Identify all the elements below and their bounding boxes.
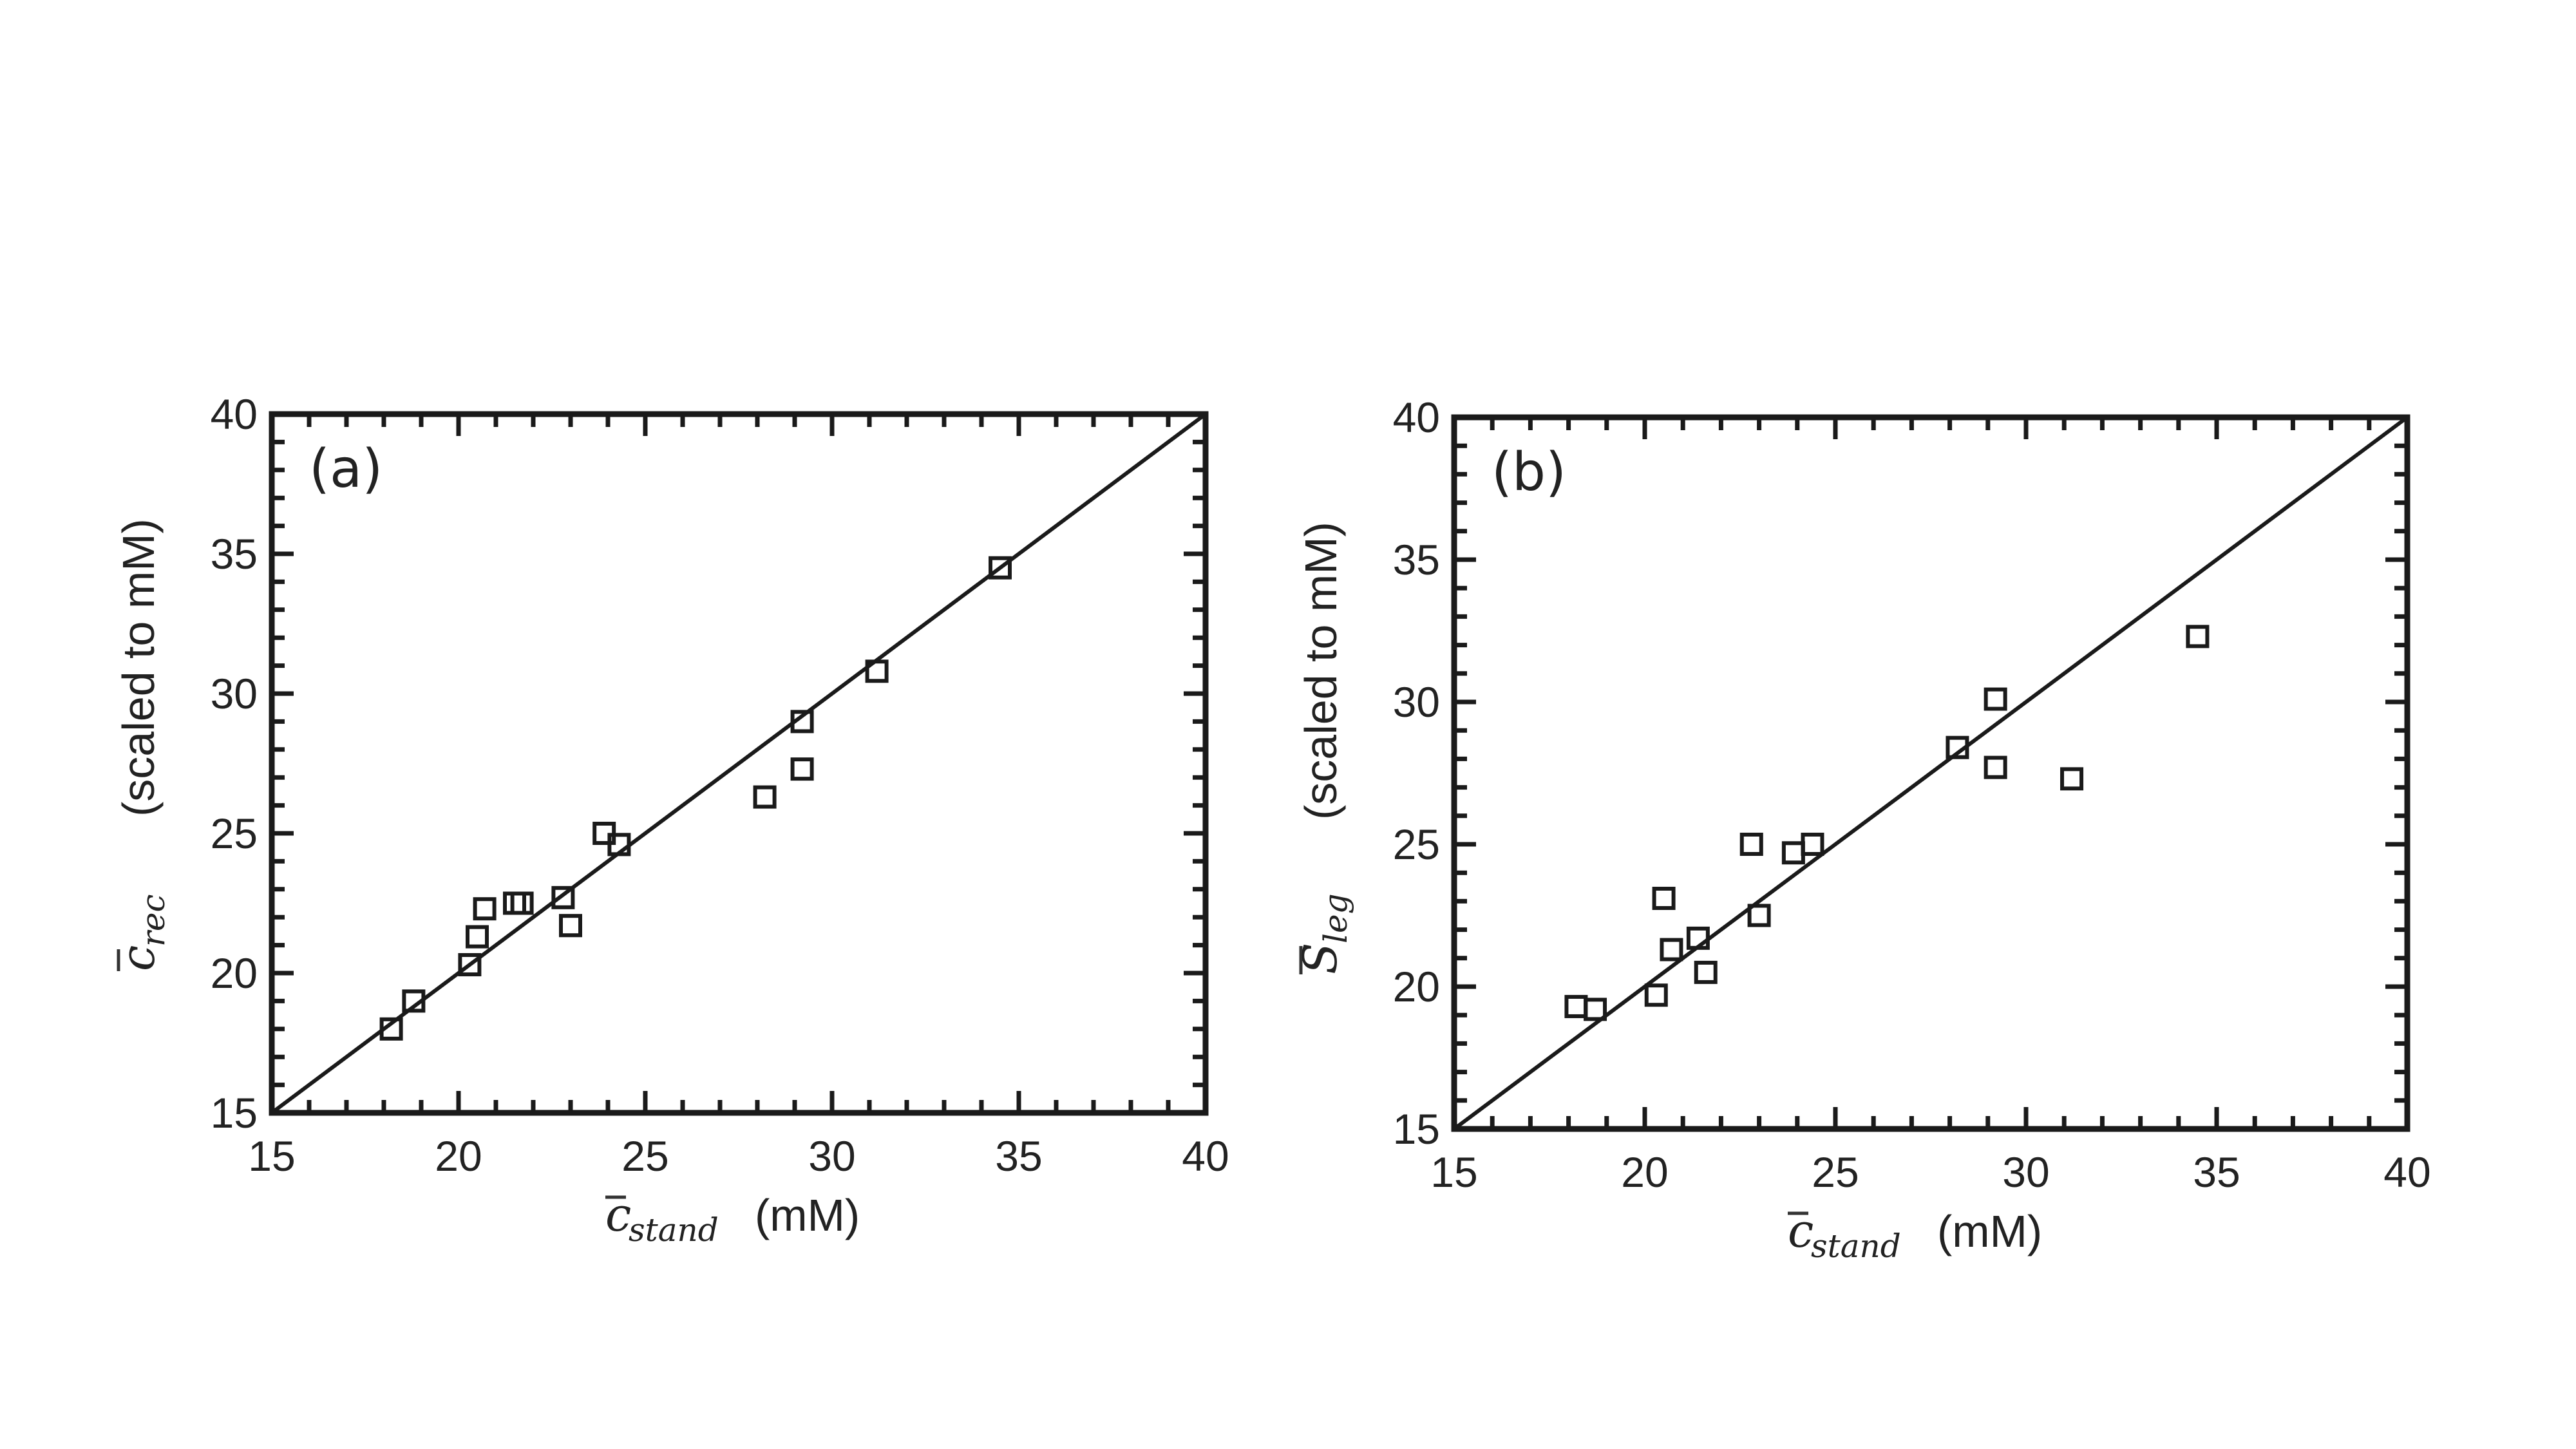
x-tick-label: 30 [808, 1132, 855, 1180]
x-axis-symbol: c [1788, 1204, 1814, 1258]
y-tick-label: 20 [211, 949, 258, 997]
y-axis-unit: (scaled to mM) [1296, 522, 1346, 820]
x-tick-label: 30 [2002, 1148, 2049, 1196]
y-axis-symbol: c [111, 945, 165, 971]
x-axis-symbol: c [605, 1188, 631, 1242]
y-tick-label: 25 [211, 810, 258, 857]
x-tick-label: 40 [1182, 1132, 1229, 1180]
y-axis-subscript: rec [135, 895, 172, 947]
figure-canvas: 15 20 25 30 35 40152025303540(a)cstand (mM)cre… [0, 0, 2576, 1449]
panel-label: (a) [309, 439, 383, 500]
y-axis-symbol: S [1293, 943, 1347, 974]
x-axis-unit: (mM) [1937, 1206, 2042, 1256]
y-tick-label: 15 [1393, 1105, 1440, 1153]
y-tick-label: 40 [211, 390, 258, 438]
x-tick-label: 35 [2193, 1148, 2240, 1196]
y-tick-label: 25 [1393, 820, 1440, 868]
y-axis-subscript: leg [1317, 893, 1354, 943]
y-tick-label: 35 [1393, 536, 1440, 583]
x-tick-label: 20 [435, 1132, 482, 1180]
x-axis-subscript: stand [629, 1211, 719, 1249]
y-axis-unit: (scaled to mM) [113, 518, 164, 817]
x-axis-unit: (mM) [755, 1190, 860, 1240]
y-tick-label: 30 [211, 670, 258, 717]
x-tick-label: 35 [995, 1132, 1042, 1180]
figure-background [0, 0, 2576, 1449]
x-tick-label: 20 [1621, 1148, 1668, 1196]
y-tick-label: 40 [1393, 393, 1440, 441]
y-tick-label: 15 [211, 1089, 258, 1137]
y-tick-label: 30 [1393, 678, 1440, 726]
x-tick-label: 25 [621, 1132, 668, 1180]
x-tick-label: 15 [248, 1132, 295, 1180]
y-tick-label: 20 [1393, 963, 1440, 1010]
x-tick-label: 25 [1812, 1148, 1859, 1196]
y-tick-label: 35 [211, 530, 258, 578]
panel-label: (b) [1492, 442, 1566, 503]
x-tick-label: 40 [2383, 1148, 2430, 1196]
x-axis-subscript: stand [1811, 1227, 1901, 1265]
x-tick-label: 15 [1430, 1148, 1477, 1196]
